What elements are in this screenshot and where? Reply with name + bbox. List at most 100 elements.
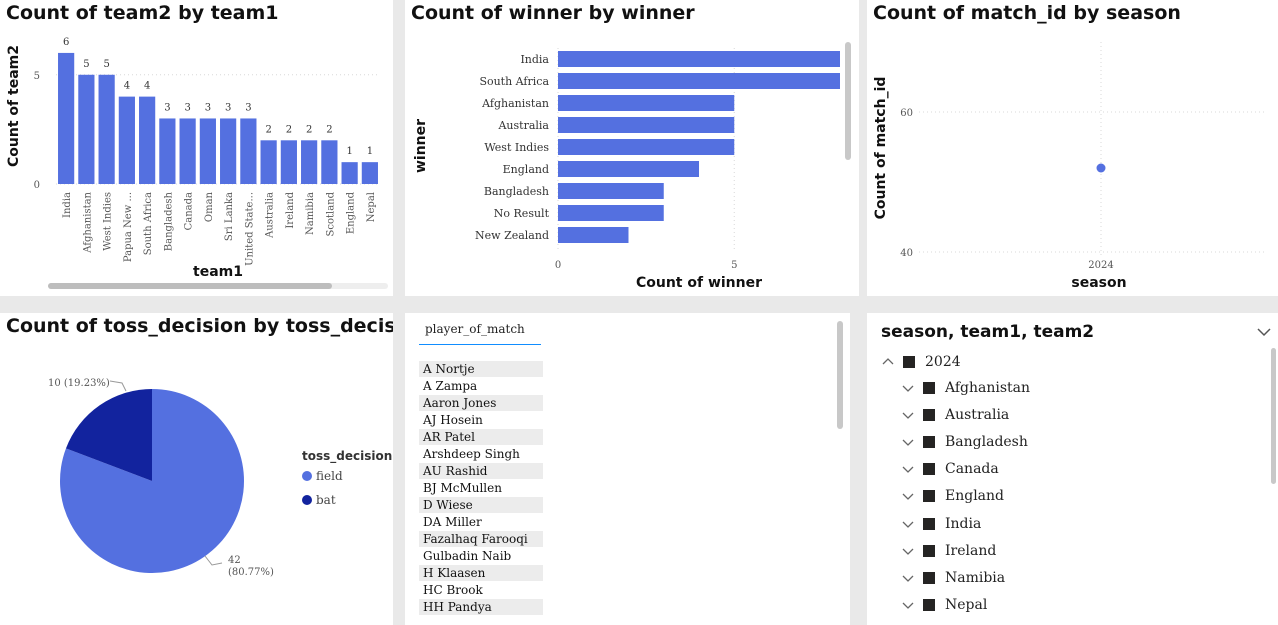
chevron-down-icon[interactable] (901, 408, 915, 422)
tree-item-namibia[interactable]: Namibia (901, 568, 1005, 588)
x-tick-label: United State... (244, 192, 255, 266)
match-id-by-season-chart[interactable]: 40 60 2024 season Count of match_id (867, 0, 1278, 296)
chevron-up-icon[interactable] (881, 355, 895, 369)
chevron-down-icon[interactable] (901, 435, 915, 449)
slicer-item[interactable]: BJ McMullen (423, 481, 502, 495)
data-label: 4 (144, 81, 150, 92)
x-tick-label: 0 (555, 260, 561, 271)
tree-item-canada[interactable]: Canada (901, 459, 999, 479)
tree-item-bangladesh[interactable]: Bangladesh (901, 432, 1028, 452)
bar-nepal (361, 162, 378, 184)
slicer-item[interactable]: A Zampa (423, 379, 478, 393)
chevron-down-icon[interactable] (901, 544, 915, 558)
bar-papua-new- (118, 96, 135, 184)
slicer-item[interactable]: AU Rashid (419, 463, 543, 479)
data-label: 1 (367, 146, 373, 157)
y-tick-label: West Indies (484, 141, 549, 154)
chevron-down-icon[interactable] (901, 517, 915, 531)
legend-dot-field (302, 471, 312, 481)
legend-item-bat[interactable]: bat (302, 493, 336, 507)
slicer-item[interactable]: AR Patel (419, 429, 543, 445)
checkbox[interactable] (923, 382, 935, 394)
legend-item-field[interactable]: field (302, 469, 343, 483)
tree-item-nepal[interactable]: Nepal (901, 595, 987, 615)
y-tick-label: India (520, 53, 549, 66)
chart-title: Count of winner by winner (411, 2, 695, 24)
y-tick-label: 5 (34, 71, 40, 82)
team2-by-team1-chart-panel[interactable]: Count of team2 by team1 0 5 6 India 5 Afghani… (0, 0, 393, 296)
tree-item-2024[interactable]: 2024 (881, 352, 961, 372)
tree-item-label: Australia (945, 407, 1010, 424)
chevron-down-icon[interactable] (901, 462, 915, 476)
point-2024 (1096, 163, 1106, 173)
slicer-item[interactable]: Gulbadin Naib (423, 549, 512, 563)
slicer-item[interactable]: Arshdeep Singh (423, 447, 520, 461)
tree-item-ireland[interactable]: Ireland (901, 541, 996, 561)
slicer-item[interactable]: HC Brook (423, 583, 483, 597)
match-id-by-season-panel[interactable]: Count of match_id by season 40 60 2024 seas… (867, 0, 1278, 296)
checkbox[interactable] (923, 598, 935, 611)
tree-item-india[interactable]: India (901, 514, 981, 534)
chevron-down-icon[interactable] (901, 489, 915, 503)
legend-label-field: field (316, 469, 343, 483)
slicer-item[interactable]: HH Pandya (419, 599, 543, 615)
bar-sri-lanka (220, 118, 237, 184)
slicer-item[interactable]: H Klaasen (419, 565, 543, 581)
x-tick-label: Namibia (305, 192, 316, 235)
horizontal-scrollbar-thumb[interactable] (48, 283, 332, 289)
slicer-item[interactable]: AJ Hosein (423, 413, 483, 427)
y-tick-label: 60 (900, 108, 913, 119)
x-tick-label: West Indies (103, 192, 114, 251)
bar-afghanistan (558, 95, 735, 111)
checkbox[interactable] (923, 409, 935, 422)
vertical-scrollbar-thumb[interactable] (1271, 348, 1276, 484)
checkbox[interactable] (923, 517, 935, 530)
checkbox[interactable] (903, 356, 915, 368)
slicer-item[interactable]: DA Miller (423, 515, 482, 529)
slicer-item[interactable]: Aaron Jones (419, 395, 543, 411)
winner-chart-panel[interactable]: Count of winner by winner 0 5 India South A… (405, 0, 859, 296)
x-axis-title: season (1071, 275, 1126, 291)
team2-by-team1-chart[interactable]: 0 5 6 India 5 Afghanistan 5 West Indies 4 Papua N… (0, 0, 393, 296)
y-tick-label: No Result (494, 207, 550, 220)
checkbox[interactable] (923, 571, 935, 584)
slicer-item[interactable]: A Nortje (419, 361, 543, 377)
x-tick-label: Papua New ... (123, 192, 134, 262)
vertical-scrollbar-thumb[interactable] (845, 42, 851, 160)
checkbox[interactable] (923, 463, 935, 476)
tree-item-label: Bangladesh (945, 434, 1028, 451)
data-label: 6 (63, 37, 69, 48)
bar-england (341, 162, 358, 184)
season-team-tree-slicer[interactable]: season, team1, team2 2024 Afghanistan Aus… (867, 313, 1278, 625)
checkbox[interactable] (923, 490, 935, 503)
slicer-item[interactable]: D Wiese (419, 497, 543, 513)
chart-title: Count of team2 by team1 (6, 2, 279, 24)
y-tick-label: 40 (900, 248, 913, 259)
chevron-down-icon[interactable] (1256, 326, 1272, 338)
slicer-header[interactable]: player_of_match (419, 319, 541, 345)
slicer-item[interactable]: Fazalhaq Farooqi (419, 531, 543, 547)
bar-ireland (280, 140, 297, 184)
tree-item-label: Ireland (945, 542, 997, 559)
vertical-scrollbar-thumb[interactable] (837, 321, 843, 429)
tree-item-england[interactable]: England (901, 486, 1004, 506)
winner-chart[interactable]: 0 5 India South Africa Afghanistan Australia W… (405, 0, 859, 296)
tree-item-australia[interactable]: Australia (901, 405, 1009, 425)
chevron-down-icon[interactable] (901, 571, 915, 585)
x-tick-label: England (346, 191, 357, 234)
bar-india (58, 52, 75, 184)
toss-decision-pie-chart[interactable]: 10 (19.23%) 42(80.77%) (0, 313, 300, 625)
bar-scotland (321, 140, 338, 184)
y-tick-label: 0 (34, 180, 40, 191)
toss-decision-pie-panel[interactable]: Count of toss_decision by toss_decision … (0, 313, 393, 625)
legend-label-bat: bat (316, 493, 336, 507)
bar-canada (179, 118, 196, 184)
checkbox[interactable] (923, 544, 935, 557)
bar-united-state- (240, 118, 257, 184)
checkbox[interactable] (923, 436, 935, 449)
pie-label-field-value: 42 (228, 555, 241, 566)
chevron-down-icon[interactable] (901, 598, 915, 612)
player-of-match-slicer[interactable]: player_of_match A Nortje A Zampa Aaron Jon… (405, 313, 850, 625)
tree-item-afghanistan[interactable]: Afghanistan (901, 378, 1030, 398)
chevron-down-icon[interactable] (901, 381, 915, 395)
